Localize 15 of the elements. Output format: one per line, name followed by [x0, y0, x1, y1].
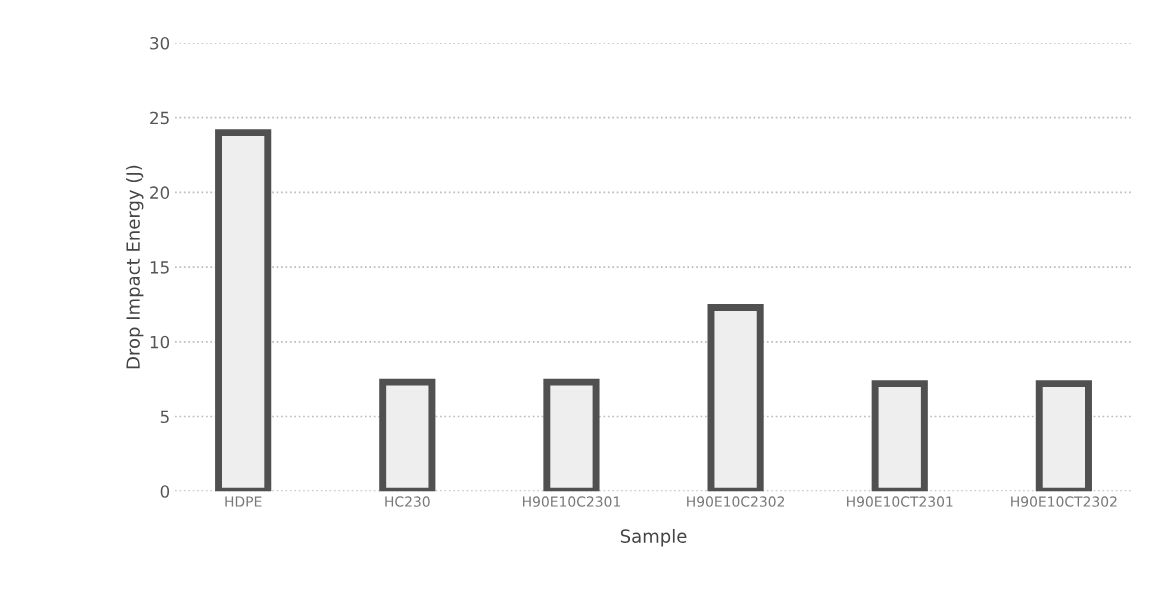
y-tick-label: 15	[150, 261, 169, 274]
x-tick-label: H90E10CT2301	[847, 496, 953, 507]
y-tick-label: 25	[150, 111, 169, 125]
x-tick-label: HDPE	[225, 496, 262, 507]
y-tick-label: 0	[160, 485, 170, 498]
x-tick-label: H90E10CT2302	[1011, 496, 1117, 507]
y-tick-label: 10	[150, 335, 170, 349]
x-tick-label: HC230	[385, 496, 430, 507]
x-axis-title: Sample	[620, 528, 687, 547]
x-tick-label: H90E10C2301	[523, 496, 620, 507]
y-tick-label: 30	[150, 36, 170, 50]
y-tick-label: 20	[150, 186, 170, 199]
y-axis-title: Drop Impact Energy (J)	[125, 165, 144, 369]
x-tick-label: H90E10C2302	[687, 496, 784, 507]
y-tick-label: 5	[160, 410, 169, 424]
